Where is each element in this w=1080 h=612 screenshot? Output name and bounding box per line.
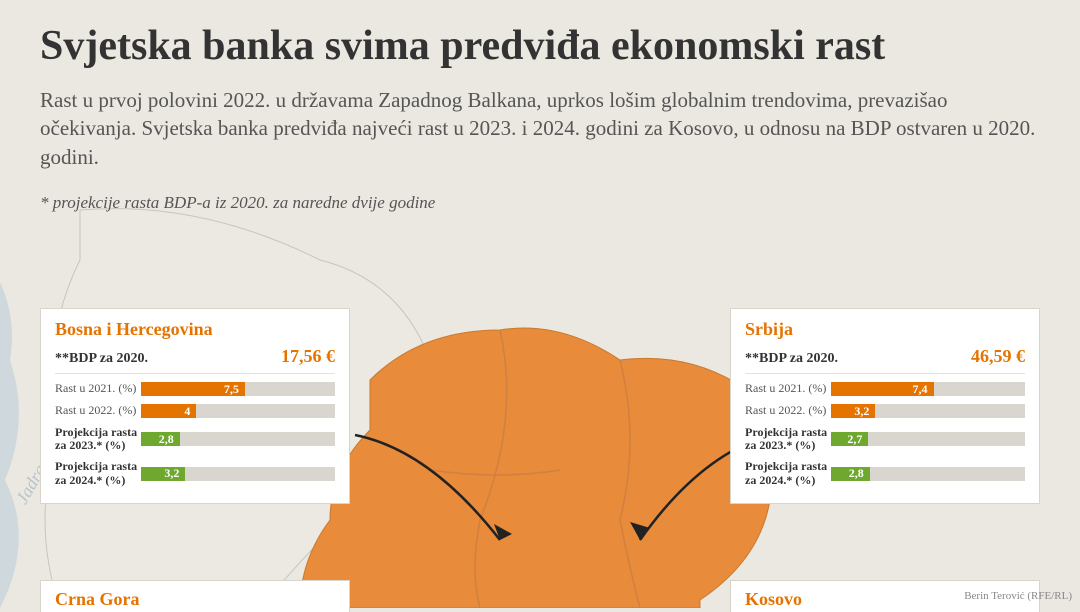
bar-row: Projekcija rasta za 2024.* (%)2,8 (745, 456, 1025, 490)
bar-fill: 3,2 (141, 467, 185, 481)
header-block: Svjetska banka svima predviđa ekonomski … (0, 0, 1080, 213)
bar-fill: 7,5 (141, 382, 245, 396)
next-cards-row: Crna Gora Kosovo (40, 580, 1040, 612)
gdp-label: **BDP za 2020. (745, 351, 838, 367)
bar-track: 2,8 (141, 432, 335, 446)
bar-fill: 2,8 (141, 432, 180, 446)
bar-row: Rast u 2022. (%)4 (55, 400, 335, 422)
bar-label: Projekcija rasta za 2023.* (%) (745, 426, 831, 452)
bar-row: Projekcija rasta za 2023.* (%)2,8 (55, 422, 335, 456)
bar-label: Projekcija rasta za 2024.* (%) (745, 460, 831, 486)
headline: Svjetska banka svima predviđa ekonomski … (40, 24, 1040, 68)
subheadline: Rast u prvoj polovini 2022. u državama Z… (40, 86, 1040, 171)
image-credit: Berin Terović (RFE/RL) (964, 590, 1072, 602)
bar-track: 7,4 (831, 382, 1025, 396)
gdp-value: 46,59 € (971, 346, 1025, 367)
bar-track: 3,2 (141, 467, 335, 481)
bar-label: Projekcija rasta za 2024.* (%) (55, 460, 141, 486)
bar-row: Projekcija rasta za 2024.* (%)3,2 (55, 456, 335, 490)
bar-row: Rast u 2022. (%)3,2 (745, 400, 1025, 422)
bar-track: 4 (141, 404, 335, 418)
card-montenegro-peek: Crna Gora (40, 580, 350, 612)
card-title: Bosna i Hercegovina (55, 319, 335, 340)
card-serbia: Srbija **BDP za 2020. 46,59 € Rast u 202… (730, 308, 1040, 504)
bar-label: Rast u 2021. (%) (55, 382, 141, 395)
bar-row: Rast u 2021. (%)7,5 (55, 378, 335, 400)
bar-fill: 3,2 (831, 404, 875, 418)
bar-fill: 2,8 (831, 467, 870, 481)
bar-label: Projekcija rasta za 2023.* (%) (55, 426, 141, 452)
card-title: Crna Gora (55, 589, 335, 610)
bar-track: 3,2 (831, 404, 1025, 418)
card-bosnia: Bosna i Hercegovina **BDP za 2020. 17,56… (40, 308, 350, 504)
bar-fill: 7,4 (831, 382, 934, 396)
gdp-value: 17,56 € (281, 346, 335, 367)
bar-fill: 4 (141, 404, 196, 418)
gdp-label: **BDP za 2020. (55, 351, 148, 367)
bar-row: Rast u 2021. (%)7,4 (745, 378, 1025, 400)
card-title: Srbija (745, 319, 1025, 340)
bar-label: Rast u 2022. (%) (745, 404, 831, 417)
bar-row: Projekcija rasta za 2023.* (%)2,7 (745, 422, 1025, 456)
bar-track: 2,8 (831, 467, 1025, 481)
bar-label: Rast u 2021. (%) (745, 382, 831, 395)
footnote: * projekcije rasta BDP-a iz 2020. za nar… (40, 193, 1040, 213)
bar-fill: 2,7 (831, 432, 868, 446)
gdp-row: **BDP za 2020. 17,56 € (55, 340, 335, 374)
bar-label: Rast u 2022. (%) (55, 404, 141, 417)
cards-row: Bosna i Hercegovina **BDP za 2020. 17,56… (40, 308, 1040, 504)
bar-track: 7,5 (141, 382, 335, 396)
bar-track: 2,7 (831, 432, 1025, 446)
gdp-row: **BDP za 2020. 46,59 € (745, 340, 1025, 374)
